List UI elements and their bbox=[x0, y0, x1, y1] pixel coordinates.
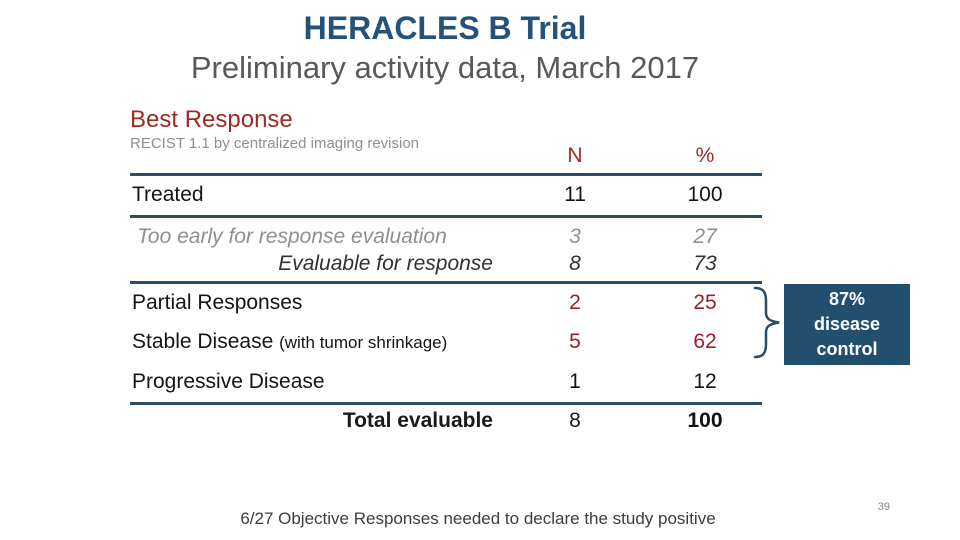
row-label-progressive-disease: Progressive Disease bbox=[132, 370, 325, 393]
right-brace-icon bbox=[753, 286, 780, 359]
cell-pct: 12 bbox=[693, 370, 717, 393]
callout-line3: control bbox=[816, 339, 878, 359]
cell-pct: 25 bbox=[693, 291, 717, 314]
cell-n: 11 bbox=[564, 183, 586, 206]
cell-pct: 100 bbox=[687, 409, 723, 432]
page-number: 39 bbox=[877, 501, 890, 513]
column-header-pct: % bbox=[695, 144, 715, 167]
row-label-partial-responses: Partial Responses bbox=[132, 291, 303, 314]
cell-pct: 27 bbox=[693, 225, 717, 248]
row-label-too-early: Too early for response evaluation bbox=[137, 225, 447, 248]
cell-pct: 73 bbox=[693, 252, 717, 275]
slide-subtitle: Preliminary activity data, March 2017 bbox=[190, 50, 700, 85]
cell-n: 8 bbox=[569, 409, 581, 432]
row-label-treated: Treated bbox=[132, 183, 204, 206]
stable-disease-main: Stable Disease bbox=[132, 330, 280, 353]
table-rule-top bbox=[130, 173, 762, 176]
row-label-evaluable: Evaluable for response bbox=[278, 252, 493, 275]
slide-title: HERACLES B Trial bbox=[303, 10, 587, 46]
section-subheading: RECIST 1.1 by centralized imaging revisi… bbox=[130, 135, 420, 152]
callout-percent: 87% bbox=[828, 289, 866, 309]
column-header-n: N bbox=[567, 144, 583, 167]
disease-control-callout: 87% disease control bbox=[784, 284, 910, 365]
row-label-stable-disease: Stable Disease (with tumor shrinkage) bbox=[132, 330, 447, 354]
table-rule-after-evaluable bbox=[130, 281, 762, 284]
table-rule-bottom bbox=[130, 402, 762, 405]
table-rule-after-treated bbox=[130, 215, 762, 218]
cell-n: 3 bbox=[569, 225, 581, 248]
cell-pct: 62 bbox=[693, 330, 717, 353]
cell-n: 8 bbox=[569, 252, 581, 275]
cell-n: 5 bbox=[569, 330, 581, 353]
cell-n: 2 bbox=[569, 291, 581, 314]
callout-line2: disease bbox=[813, 314, 881, 334]
footer-note: 6/27 Objective Responses needed to decla… bbox=[240, 509, 716, 528]
stable-disease-parenthetical: (with tumor shrinkage) bbox=[279, 333, 448, 352]
section-heading: Best Response bbox=[130, 106, 293, 133]
cell-pct: 100 bbox=[687, 183, 723, 206]
cell-n: 1 bbox=[569, 370, 581, 393]
row-label-total-evaluable: Total evaluable bbox=[342, 409, 493, 432]
